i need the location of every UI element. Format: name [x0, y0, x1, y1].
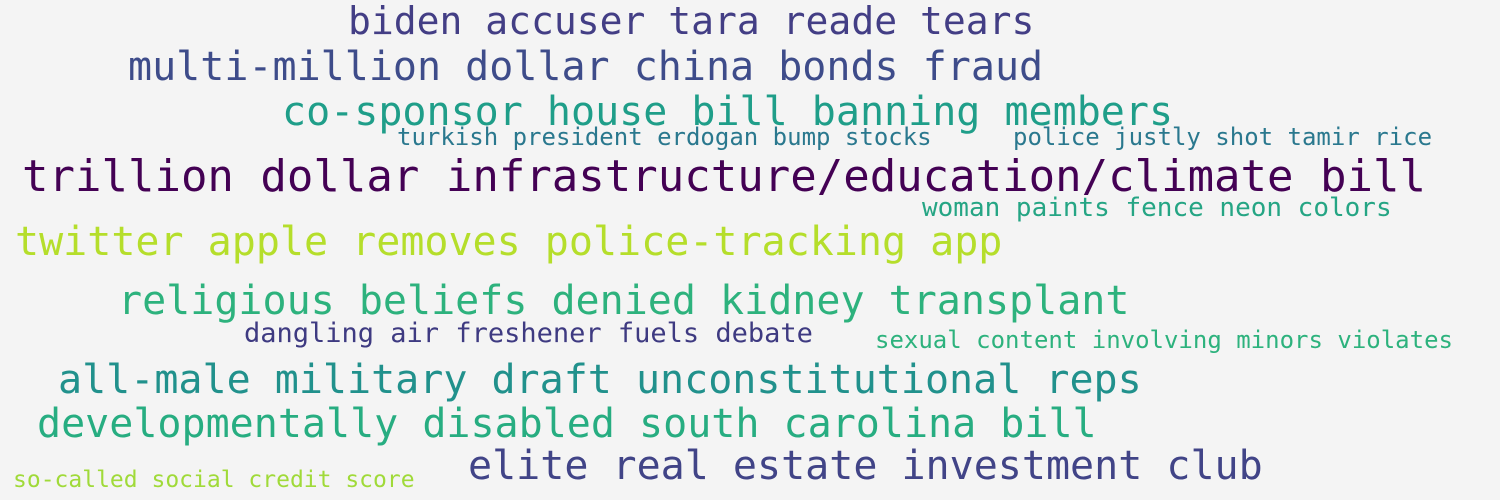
cloud-word: twitter apple removes police-tracking ap…	[15, 219, 1003, 265]
cloud-word: biden accuser tara reade tears	[348, 0, 1035, 43]
cloud-word: sexual content involving minors violates	[875, 326, 1453, 354]
cloud-word: so-called social credit score	[13, 467, 415, 493]
cloud-word: elite real estate investment club	[468, 443, 1263, 489]
cloud-word: developmentally disabled south carolina …	[37, 401, 1097, 447]
cloud-word: trillion dollar infrastructure/education…	[22, 151, 1426, 202]
cloud-word: religious beliefs denied kidney transpla…	[118, 278, 1130, 324]
cloud-word: co-sponsor house bill banning members	[282, 89, 1174, 135]
cloud-word: multi-million dollar china bonds fraud	[128, 44, 1044, 90]
cloud-word: turkish president erdogan bump stocks	[397, 123, 932, 151]
cloud-word: dangling air freshener fuels debate	[244, 318, 813, 349]
cloud-word: woman paints fence neon colors	[922, 193, 1392, 223]
cloud-word: police justly shot tamir rice	[1013, 123, 1433, 151]
cloud-word: all-male military draft unconstitutional…	[58, 357, 1142, 403]
